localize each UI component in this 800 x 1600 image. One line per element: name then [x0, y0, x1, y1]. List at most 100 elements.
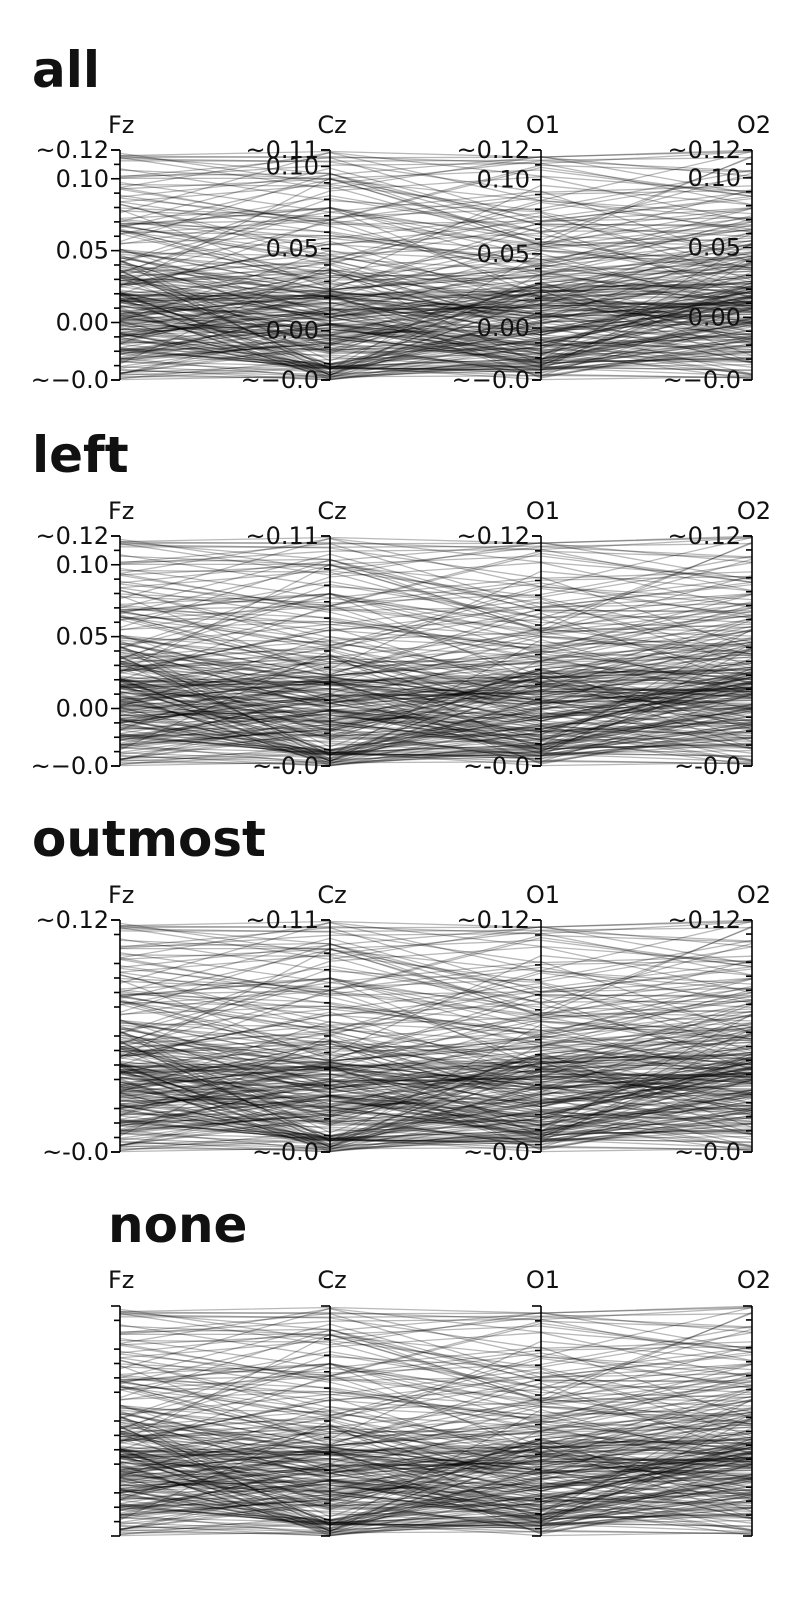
- data-line: [119, 1374, 753, 1490]
- data-line: [119, 1412, 753, 1437]
- data-line: [119, 339, 753, 376]
- data-line: [119, 649, 753, 756]
- data-line: [119, 265, 753, 336]
- data-line: [119, 657, 753, 737]
- data-line: [119, 942, 753, 1046]
- data-line: [119, 1504, 753, 1528]
- data-line: [119, 1054, 753, 1132]
- data-line: [119, 1411, 753, 1473]
- data-line: [119, 1328, 753, 1403]
- data-line: [119, 676, 753, 761]
- tick-label: ~-0.0: [463, 752, 530, 780]
- data-line: [119, 1065, 753, 1107]
- tick-label: 0.10: [688, 164, 741, 192]
- data-line: [119, 1386, 753, 1427]
- data-line: [119, 702, 753, 766]
- data-line: [119, 1031, 753, 1079]
- data-line: [119, 646, 753, 693]
- data-line: [119, 207, 753, 262]
- data-line: [119, 1494, 753, 1531]
- data-line: [119, 635, 753, 693]
- data-line: [119, 1439, 753, 1529]
- data-line: [119, 261, 753, 371]
- data-line: [119, 1473, 753, 1509]
- data-line: [119, 965, 753, 1006]
- data-line: [119, 150, 753, 261]
- tick-label: 0.05: [477, 240, 530, 268]
- data-line: [119, 603, 753, 685]
- data-line: [119, 709, 753, 734]
- data-line: [119, 684, 753, 727]
- data-line: [119, 1398, 753, 1517]
- data-line: [119, 255, 753, 317]
- data-line: [119, 662, 753, 705]
- data-line: [119, 1061, 753, 1068]
- data-line: [119, 1463, 753, 1533]
- data-line: [119, 687, 753, 761]
- data-line: [119, 272, 753, 334]
- data-line: [120, 290, 753, 297]
- data-line: [119, 1318, 753, 1362]
- data-line: [119, 592, 753, 660]
- data-line: [119, 150, 753, 177]
- data-line: [119, 340, 753, 369]
- data-line: [119, 1079, 753, 1123]
- data-line: [119, 218, 753, 334]
- data-line: [119, 1114, 753, 1151]
- data-line: [119, 618, 753, 677]
- data-line: [119, 1405, 753, 1463]
- data-line: [119, 295, 753, 319]
- data-line: [119, 542, 753, 548]
- data-line: [119, 1399, 753, 1478]
- data-line: [119, 262, 753, 318]
- data-line: [119, 611, 753, 641]
- data-line: [119, 1477, 753, 1527]
- data-line: [119, 593, 753, 676]
- data-line: [119, 252, 753, 318]
- data-line: [119, 1507, 753, 1537]
- data-line: [119, 1407, 753, 1447]
- data-line: [119, 1491, 753, 1532]
- data-line: [119, 1109, 753, 1147]
- data-line: [119, 954, 753, 1017]
- data-line: [119, 1043, 753, 1105]
- data-line: [119, 651, 753, 697]
- data-line: [119, 184, 753, 284]
- data-line: [119, 1446, 753, 1519]
- data-line: [119, 949, 753, 1000]
- data-line: [119, 282, 753, 318]
- data-line: [119, 1314, 753, 1349]
- data-line: [119, 942, 753, 1017]
- data-line: [119, 687, 753, 737]
- data-line: [119, 249, 753, 309]
- data-line: [119, 735, 753, 752]
- data-line: [119, 972, 753, 1037]
- data-line: [119, 693, 753, 763]
- panel-title: all: [32, 41, 100, 99]
- data-line: [119, 1045, 753, 1105]
- data-line: [119, 1496, 753, 1532]
- data-line: [119, 1385, 753, 1449]
- data-line: [119, 541, 753, 612]
- data-line: [119, 681, 753, 705]
- data-line: [119, 1463, 753, 1534]
- data-line: [119, 1459, 753, 1492]
- data-line: [119, 593, 753, 648]
- data-line: [119, 271, 753, 355]
- data-line: [119, 646, 753, 731]
- data-line: [119, 1070, 753, 1148]
- data-line: [119, 1048, 753, 1076]
- data-line: [119, 1053, 753, 1090]
- data-line: [119, 537, 753, 551]
- data-line: [119, 604, 753, 720]
- data-line: [119, 1359, 753, 1419]
- data-line: [119, 265, 753, 311]
- data-line: [119, 1095, 753, 1146]
- data-line: [119, 295, 753, 365]
- data-line: [119, 997, 753, 1071]
- data-line: [119, 295, 753, 360]
- data-line: [119, 1419, 753, 1501]
- data-line: [119, 301, 753, 368]
- data-line: [119, 1022, 753, 1062]
- data-line: [119, 176, 753, 212]
